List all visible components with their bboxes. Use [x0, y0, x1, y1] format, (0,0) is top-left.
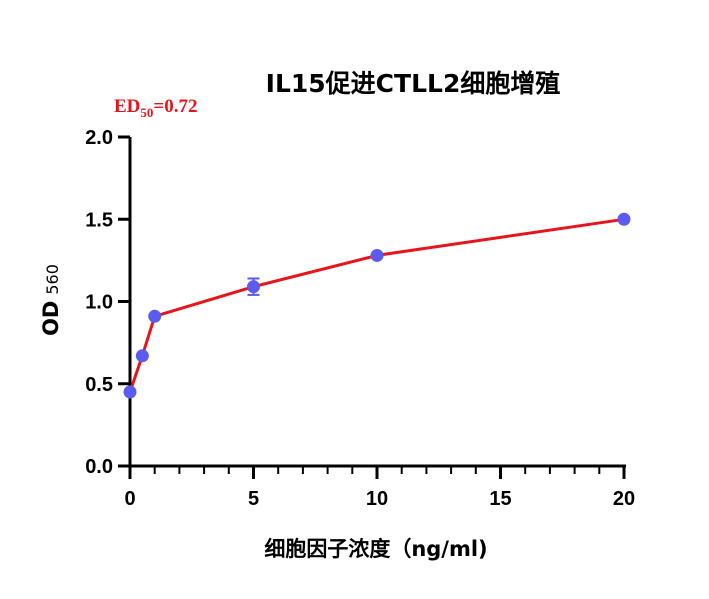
- ed50-suffix: =0.72: [153, 96, 197, 117]
- series-line: [128, 217, 625, 393]
- x-tick-label: 10: [366, 488, 388, 510]
- data-point: [135, 349, 149, 363]
- data-point: [123, 385, 137, 399]
- x-tick-label: 20: [613, 488, 635, 510]
- ed50-subscript: 50: [140, 105, 153, 120]
- x-ticks: 0 5 10 15 20: [124, 466, 635, 510]
- y-tick-label: 0.5: [85, 374, 113, 396]
- ed50-annotation: ED50=0.72: [114, 96, 197, 120]
- x-axis-label: 细胞因子浓度（ng/ml): [264, 537, 487, 561]
- data-point: [370, 248, 384, 262]
- y-axis-label: OD 560: [39, 264, 63, 336]
- data-point: [148, 309, 162, 323]
- x-tick-label: 5: [248, 488, 259, 510]
- data-point: [247, 280, 260, 294]
- y-axis-label-main: OD: [39, 301, 63, 336]
- series-group: [123, 212, 631, 399]
- y-tick-label: 1.0: [85, 292, 113, 314]
- data-point: [617, 212, 631, 226]
- ed50-prefix: ED: [114, 96, 140, 117]
- y-tick-label: 1.5: [85, 209, 113, 231]
- y-axis-label-subscript: 560: [43, 264, 62, 295]
- y-tick-label: 0.0: [85, 456, 113, 478]
- x-tick-label: 15: [489, 488, 511, 510]
- chart-title: IL15促进CTLL2细胞增殖: [266, 69, 561, 98]
- y-tick-label: 2.0: [85, 127, 113, 149]
- y-ticks: 0.0 0.5 1.0 1.5 2.0: [85, 127, 130, 478]
- x-tick-label: 0: [124, 488, 135, 510]
